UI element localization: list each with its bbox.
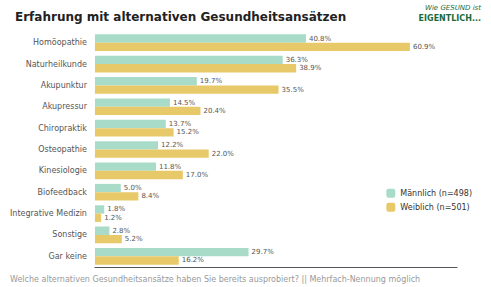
svg-text:29.7%: 29.7% bbox=[252, 248, 275, 256]
svg-text:Wie GESUND ist: Wie GESUND ist bbox=[425, 4, 481, 12]
svg-text:Gar keine: Gar keine bbox=[49, 252, 87, 261]
svg-text:Kinesiologie: Kinesiologie bbox=[39, 166, 87, 175]
svg-text:35.5%: 35.5% bbox=[282, 86, 305, 94]
svg-text:5.2%: 5.2% bbox=[125, 235, 143, 243]
svg-text:5.0%: 5.0% bbox=[124, 184, 142, 192]
svg-text:19.7%: 19.7% bbox=[200, 77, 223, 85]
svg-text:Akupressur: Akupressur bbox=[42, 102, 87, 111]
svg-text:60.9%: 60.9% bbox=[413, 43, 436, 51]
svg-text:Biofeedback: Biofeedback bbox=[38, 188, 88, 197]
svg-text:38.9%: 38.9% bbox=[299, 64, 322, 72]
svg-text:Welche alternativen Gesundheit: Welche alternativen Gesundheitsansätze h… bbox=[10, 275, 420, 284]
svg-text:1.8%: 1.8% bbox=[107, 205, 125, 213]
svg-text:Osteopathie: Osteopathie bbox=[38, 145, 87, 154]
svg-text:EIGENTLICH...: EIGENTLICH... bbox=[419, 14, 481, 23]
svg-text:Naturheilkunde: Naturheilkunde bbox=[26, 60, 87, 69]
svg-text:2.8%: 2.8% bbox=[112, 227, 130, 235]
svg-text:13.7%: 13.7% bbox=[169, 120, 192, 128]
svg-text:40.8%: 40.8% bbox=[309, 35, 332, 43]
svg-text:Männlich (n=498): Männlich (n=498) bbox=[400, 189, 472, 198]
svg-text:20.4%: 20.4% bbox=[203, 107, 226, 115]
svg-text:15.2%: 15.2% bbox=[177, 128, 200, 136]
svg-text:Akupunktur: Akupunktur bbox=[41, 81, 88, 90]
svg-text:22.0%: 22.0% bbox=[212, 150, 235, 158]
svg-text:16.2%: 16.2% bbox=[182, 256, 205, 264]
svg-text:Sonstige: Sonstige bbox=[52, 230, 87, 239]
svg-text:11.8%: 11.8% bbox=[159, 163, 182, 171]
svg-text:Homöopathie: Homöopathie bbox=[33, 38, 87, 47]
svg-text:8.4%: 8.4% bbox=[141, 192, 159, 200]
svg-text:Chiropraktik: Chiropraktik bbox=[38, 124, 87, 133]
svg-text:14.5%: 14.5% bbox=[173, 99, 196, 107]
svg-text:Erfahrung mit alternativen Ges: Erfahrung mit alternativen Gesundheitsan… bbox=[15, 10, 346, 24]
svg-text:17.0%: 17.0% bbox=[186, 171, 209, 179]
svg-text:Integrative Medizin: Integrative Medizin bbox=[10, 209, 87, 218]
svg-text:Weiblich (n=501): Weiblich (n=501) bbox=[400, 203, 469, 212]
svg-text:36.3%: 36.3% bbox=[286, 56, 309, 64]
svg-text:1.2%: 1.2% bbox=[104, 214, 122, 222]
svg-text:12.2%: 12.2% bbox=[161, 141, 184, 149]
